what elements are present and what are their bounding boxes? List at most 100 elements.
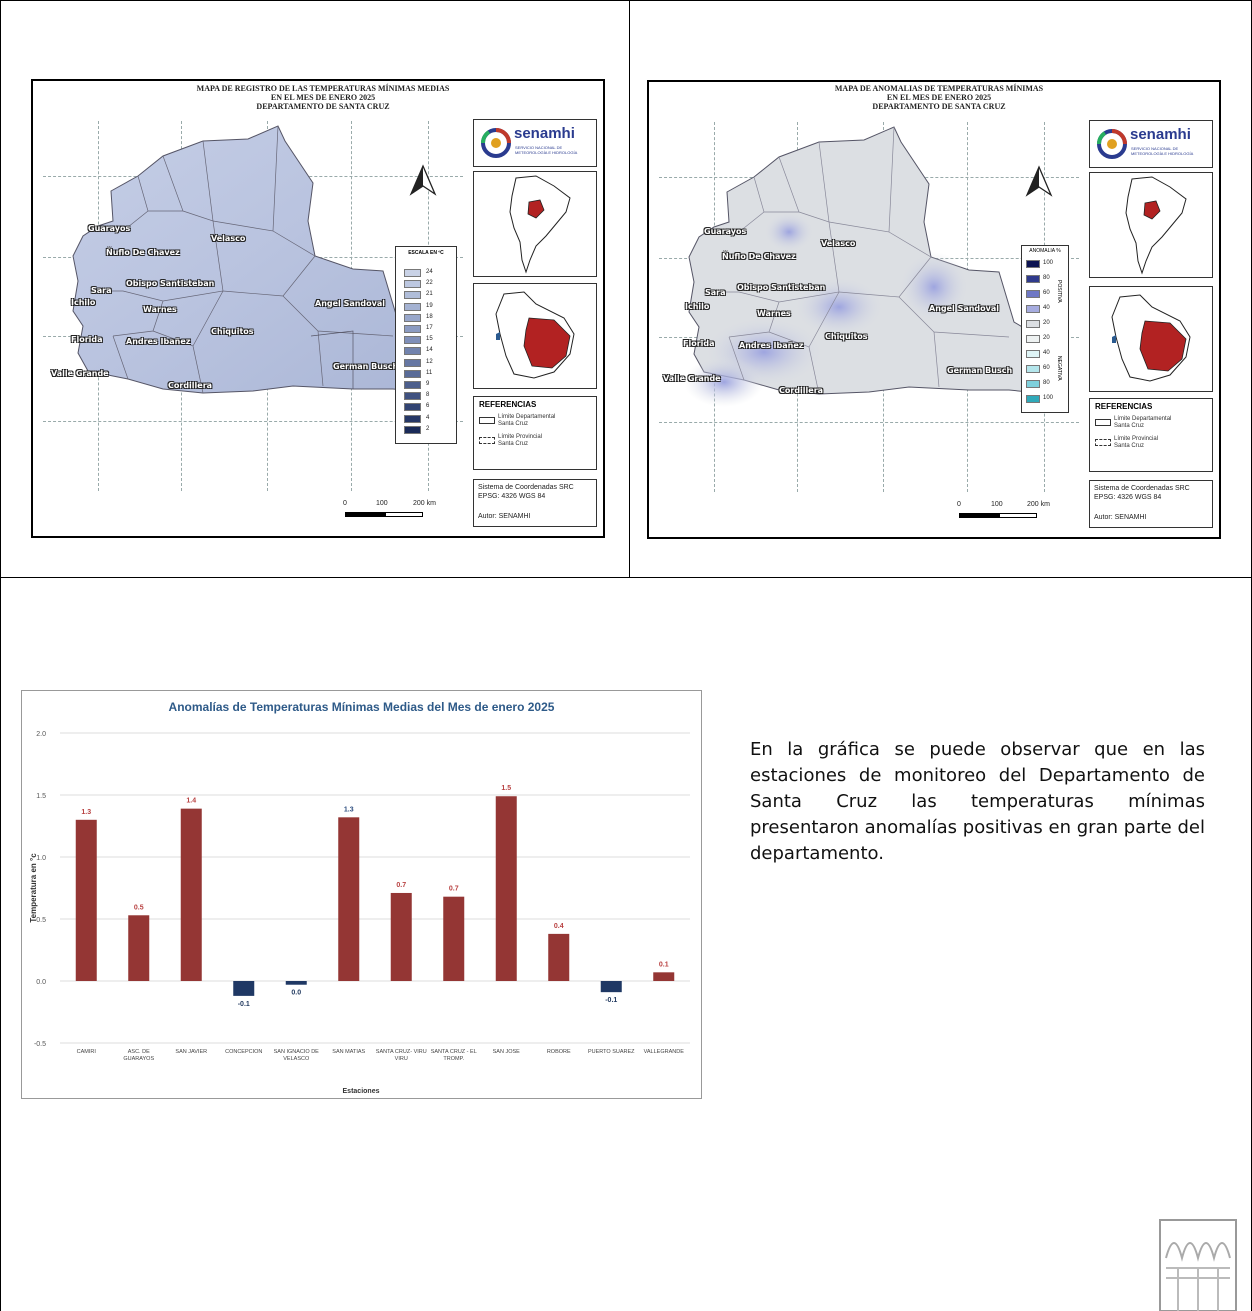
map2-label: Velasco (821, 239, 856, 248)
logo-sub: SERVICIO NACIONAL DE METEOROLOGÍA E HIDR… (1131, 146, 1193, 156)
y-tick-label: 0.5 (36, 917, 46, 924)
reference-item: Límite Departamental Santa Cruz (498, 414, 556, 427)
legend-swatch (404, 302, 421, 311)
legend-value: 19 (426, 302, 433, 309)
logo-box (473, 119, 597, 167)
data-label: -0.1 (238, 1001, 250, 1008)
data-label: 0.7 (449, 886, 459, 893)
map2-legend: ANOMALIA % POSITIVA NEGATIVA 100 80 60 40 20… (1021, 245, 1069, 413)
emblem-icon (1159, 1219, 1237, 1311)
legend-swatch (404, 403, 421, 412)
legend-value: 21 (426, 291, 433, 298)
map1-label: Florida (71, 335, 103, 344)
coord-system: Sistema de Coordenadas SRC EPSG: 4326 WGS… (478, 484, 574, 500)
map1-title: MAPA DE REGISTRO DE LAS TEMPERATURAS MÍN… (113, 84, 533, 111)
bar (75, 819, 97, 981)
x-tick-label: SAN IGNACIO DE VELASCO (274, 1049, 320, 1062)
bar (548, 933, 570, 981)
bar (495, 796, 517, 981)
senamhi-logo-icon (1097, 129, 1127, 159)
bar (390, 892, 412, 981)
author: Autor: SENAMHI (478, 513, 531, 520)
map1-label: Angel Sandoval (315, 299, 385, 308)
legend-value: 12 (426, 358, 433, 365)
reference-item: Límite Provincial Santa Cruz (1114, 436, 1159, 449)
data-label: 0.5 (134, 904, 144, 911)
references-title: REFERENCIAS (479, 400, 537, 409)
y-tick-label: 1.0 (36, 855, 46, 862)
bar (338, 817, 360, 981)
map2-label: Cordillera (779, 386, 824, 395)
legend-value: 2 (426, 425, 430, 432)
legend-swatch (404, 291, 421, 300)
map1-label: Guarayos (88, 224, 131, 233)
data-label: 1.3 (81, 809, 91, 816)
map2-title-line3: DEPARTAMENTO DE SANTA CRUZ (872, 102, 1006, 111)
map2-title-line1: MAPA DE ANOMALIAS DE TEMPERATURAS MÍNIMA… (834, 84, 1044, 93)
map1-title-line3: DEPARTAMENTO DE SANTA CRUZ (256, 102, 390, 111)
legend-swatch (1026, 260, 1040, 268)
bolivia-inset (1089, 286, 1213, 392)
author: Autor: SENAMHI (1094, 514, 1147, 521)
logo-text: senamhi (1130, 126, 1191, 143)
x-axis-label: Estaciones (343, 1088, 380, 1095)
scale-label: 0 (957, 501, 961, 508)
map1-label: Ñuflo De Chavez (106, 248, 180, 257)
legend-value: 9 (426, 381, 430, 387)
map1-label: Obispo Santisteban (126, 279, 215, 288)
data-label: 0.1 (659, 961, 669, 968)
bar (128, 915, 150, 981)
legend-value: 14 (426, 347, 433, 354)
map1-legend: ESCALA EN ºC 24 22 21 19 18 17 15 14 12 11 9 8 6 4 2 (395, 246, 457, 444)
map1-label: Warnes (143, 305, 177, 314)
chart-title: Anomalías de Temperaturas Mínimas Medias… (169, 700, 555, 714)
scale-label: 100 (991, 501, 1003, 508)
legend-value: 6 (426, 403, 430, 410)
y-tick-label: 1.5 (36, 793, 46, 800)
bolivia-inset (473, 283, 597, 389)
reference-item: Límite Provincial Santa Cruz (498, 434, 543, 447)
legend-value: 20 (1043, 335, 1050, 341)
legend-value: 100 (1043, 395, 1054, 401)
map2-title-line2: EN EL MES DE ENERO 2025 (886, 93, 992, 102)
south-america-map-icon (1125, 176, 1187, 275)
coord-system: Sistema de Coordenadas SRC EPSG: 4326 WGS… (1094, 485, 1190, 501)
legend-value: 11 (426, 369, 433, 376)
data-label: 0.4 (554, 923, 564, 930)
bar (285, 981, 307, 985)
map1-label: Sara (91, 286, 112, 295)
legend-negative-label: NEGATIVA (1056, 356, 1062, 381)
x-tick-label: CONCEPCION (225, 1049, 262, 1055)
x-tick-label: VALLEGRANDE (644, 1049, 685, 1055)
map1-label: Ichilo (71, 298, 96, 307)
bar (180, 808, 202, 981)
x-tick-label: SANTA CRUZ- VIRU VIRU (376, 1049, 427, 1062)
legend-swatch (1026, 320, 1040, 328)
x-tick-label: CAMIRI (77, 1049, 97, 1055)
legend-swatch (404, 425, 421, 434)
anomaly-bar-chart: Anomalías de Temperaturas Mínimas Medias… (29, 700, 690, 1095)
map2-label: Andres Ibañez (739, 341, 804, 350)
legend-value: 60 (1043, 365, 1050, 371)
map1-title-line2: EN EL MES DE ENERO 2025 (270, 93, 376, 102)
bolivia-map-icon (495, 291, 575, 379)
data-label: 1.3 (344, 806, 354, 813)
legend-swatch (404, 336, 421, 345)
legend-value: 17 (426, 325, 433, 331)
legend-swatch (404, 347, 421, 356)
map2-legend-title: ANOMALIA % (1029, 248, 1061, 254)
legend-value: 40 (1043, 350, 1050, 356)
legend-swatch (404, 313, 421, 322)
legend-swatch (404, 392, 421, 401)
legend-swatch (404, 358, 421, 367)
map1-label: Valle Grande (51, 369, 109, 378)
map2-label: Ichilo (685, 302, 710, 311)
legend-swatch (1026, 365, 1040, 373)
y-tick-label: -0.5 (34, 1041, 46, 1048)
legend-value: 15 (426, 336, 433, 343)
legend-value: 8 (426, 392, 430, 399)
legend-value: 18 (426, 313, 433, 320)
north-arrow-icon (409, 164, 437, 196)
legend-swatch (1026, 395, 1040, 403)
legend-swatch (404, 280, 421, 289)
